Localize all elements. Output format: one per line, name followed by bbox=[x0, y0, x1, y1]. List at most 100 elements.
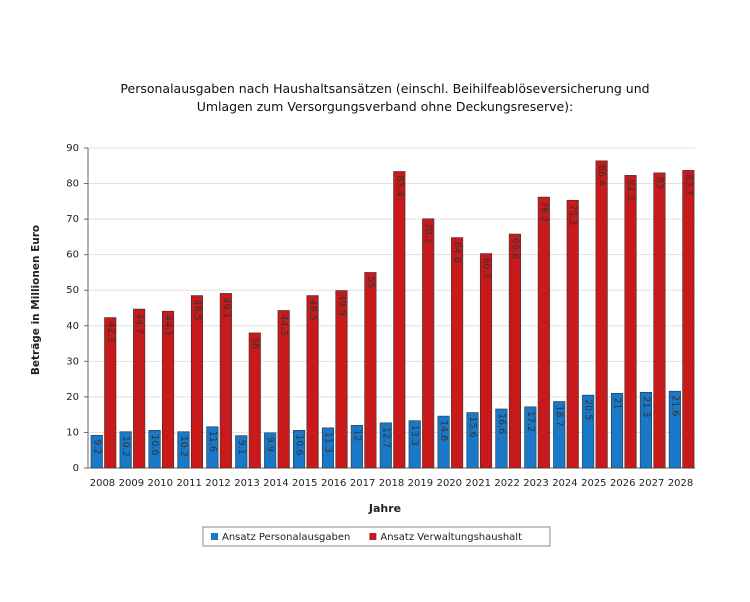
y-tick-label: 10 bbox=[66, 427, 79, 438]
legend-label: Ansatz Personalausgaben bbox=[222, 532, 350, 543]
bar bbox=[566, 199, 579, 469]
value-label: 55 bbox=[365, 276, 376, 288]
value-label: 44.3 bbox=[278, 314, 289, 335]
bar bbox=[553, 401, 566, 469]
value-label: 86.4 bbox=[596, 165, 607, 186]
value-label: 60.3 bbox=[481, 258, 492, 279]
y-tick-label: 40 bbox=[66, 321, 79, 332]
bar bbox=[206, 426, 219, 469]
value-label: 49.1 bbox=[220, 297, 231, 318]
value-label: 42.3 bbox=[105, 322, 116, 343]
bar bbox=[235, 435, 248, 469]
bar bbox=[350, 425, 363, 469]
value-label: 48.5 bbox=[191, 300, 202, 321]
bar bbox=[293, 430, 306, 469]
x-tick-label: 2019 bbox=[408, 478, 433, 489]
bar bbox=[610, 393, 624, 469]
value-label: 83.4 bbox=[394, 175, 405, 196]
value-label: 12 bbox=[351, 429, 362, 441]
legend-label: Ansatz Verwaltungshaushalt bbox=[380, 532, 522, 543]
x-tick-label: 2025 bbox=[581, 478, 606, 489]
x-tick-label: 2010 bbox=[148, 478, 173, 489]
x-tick-label: 2015 bbox=[292, 478, 317, 489]
x-tick-label: 2014 bbox=[263, 478, 288, 489]
value-label: 17.2 bbox=[525, 411, 536, 432]
bar bbox=[306, 295, 319, 469]
bar bbox=[451, 237, 464, 469]
value-label: 82.3 bbox=[625, 179, 636, 200]
value-label: 48.5 bbox=[307, 300, 318, 321]
y-tick-label: 30 bbox=[66, 356, 79, 367]
value-label: 9.9 bbox=[265, 437, 276, 452]
y-tick-label: 90 bbox=[66, 143, 79, 154]
bar bbox=[595, 160, 608, 469]
x-tick-label: 2021 bbox=[465, 478, 490, 489]
bar bbox=[582, 394, 595, 469]
y-axis-label: Beträge in Millionen Euro bbox=[30, 225, 42, 375]
value-label: 44.7 bbox=[134, 313, 145, 334]
x-tick-label: 2027 bbox=[639, 478, 664, 489]
x-tick-label: 2013 bbox=[234, 478, 259, 489]
value-label: 49.9 bbox=[336, 295, 347, 316]
bar bbox=[495, 408, 508, 469]
y-tick-label: 50 bbox=[66, 285, 79, 296]
legend-box bbox=[202, 526, 551, 547]
bar bbox=[248, 332, 261, 469]
value-label: 10.2 bbox=[120, 436, 131, 457]
bar bbox=[148, 430, 161, 469]
bar bbox=[335, 290, 348, 469]
value-label: 64.8 bbox=[452, 242, 463, 263]
bar bbox=[508, 233, 521, 469]
bar bbox=[264, 432, 277, 469]
x-tick-label: 2008 bbox=[90, 478, 115, 489]
bar bbox=[104, 317, 117, 469]
value-label: 13.3 bbox=[409, 425, 420, 446]
value-label: 16.6 bbox=[496, 413, 507, 434]
value-label: 10.6 bbox=[294, 434, 305, 455]
value-label: 21 bbox=[612, 397, 623, 409]
value-label: 38 bbox=[249, 337, 260, 349]
legend-swatch bbox=[211, 533, 218, 540]
bar bbox=[682, 170, 695, 469]
x-tick-label: 2017 bbox=[350, 478, 375, 489]
x-tick-label: 2028 bbox=[668, 478, 693, 489]
value-label: 18.7 bbox=[554, 406, 565, 427]
value-label: 10.6 bbox=[149, 434, 160, 455]
value-label: 12.7 bbox=[380, 427, 391, 448]
x-tick-label: 2023 bbox=[523, 478, 548, 489]
value-label: 15.6 bbox=[467, 417, 478, 438]
legend-swatch bbox=[369, 533, 377, 540]
y-tick-label: 80 bbox=[66, 179, 79, 190]
bar bbox=[653, 172, 666, 469]
y-tick-label: 60 bbox=[66, 250, 79, 261]
bar bbox=[639, 391, 652, 469]
bar bbox=[190, 295, 204, 469]
x-tick-label: 2011 bbox=[176, 478, 201, 489]
bar bbox=[219, 293, 232, 469]
value-label: 9.1 bbox=[236, 440, 247, 455]
value-label: 44.1 bbox=[163, 315, 174, 336]
value-label: 21.3 bbox=[640, 396, 651, 417]
bar bbox=[408, 420, 421, 469]
y-tick-label: 70 bbox=[66, 214, 79, 225]
value-label: 11.6 bbox=[207, 431, 218, 452]
x-tick-label: 2018 bbox=[379, 478, 404, 489]
bar bbox=[162, 310, 175, 469]
value-label: 11.3 bbox=[322, 432, 333, 453]
value-label: 21.6 bbox=[669, 395, 680, 416]
bar bbox=[437, 415, 450, 469]
x-tick-label: 2024 bbox=[552, 478, 577, 489]
bar bbox=[537, 196, 550, 469]
value-label: 83.7 bbox=[683, 174, 694, 195]
x-tick-label: 2026 bbox=[610, 478, 635, 489]
value-label: 83 bbox=[654, 177, 665, 189]
value-label: 65.8 bbox=[509, 238, 520, 259]
value-label: 9.2 bbox=[91, 439, 102, 454]
value-label: 70.1 bbox=[423, 223, 434, 244]
bar bbox=[479, 253, 493, 469]
bar bbox=[524, 406, 537, 469]
value-label: 10.2 bbox=[178, 436, 189, 457]
value-label: 14.6 bbox=[438, 420, 449, 441]
